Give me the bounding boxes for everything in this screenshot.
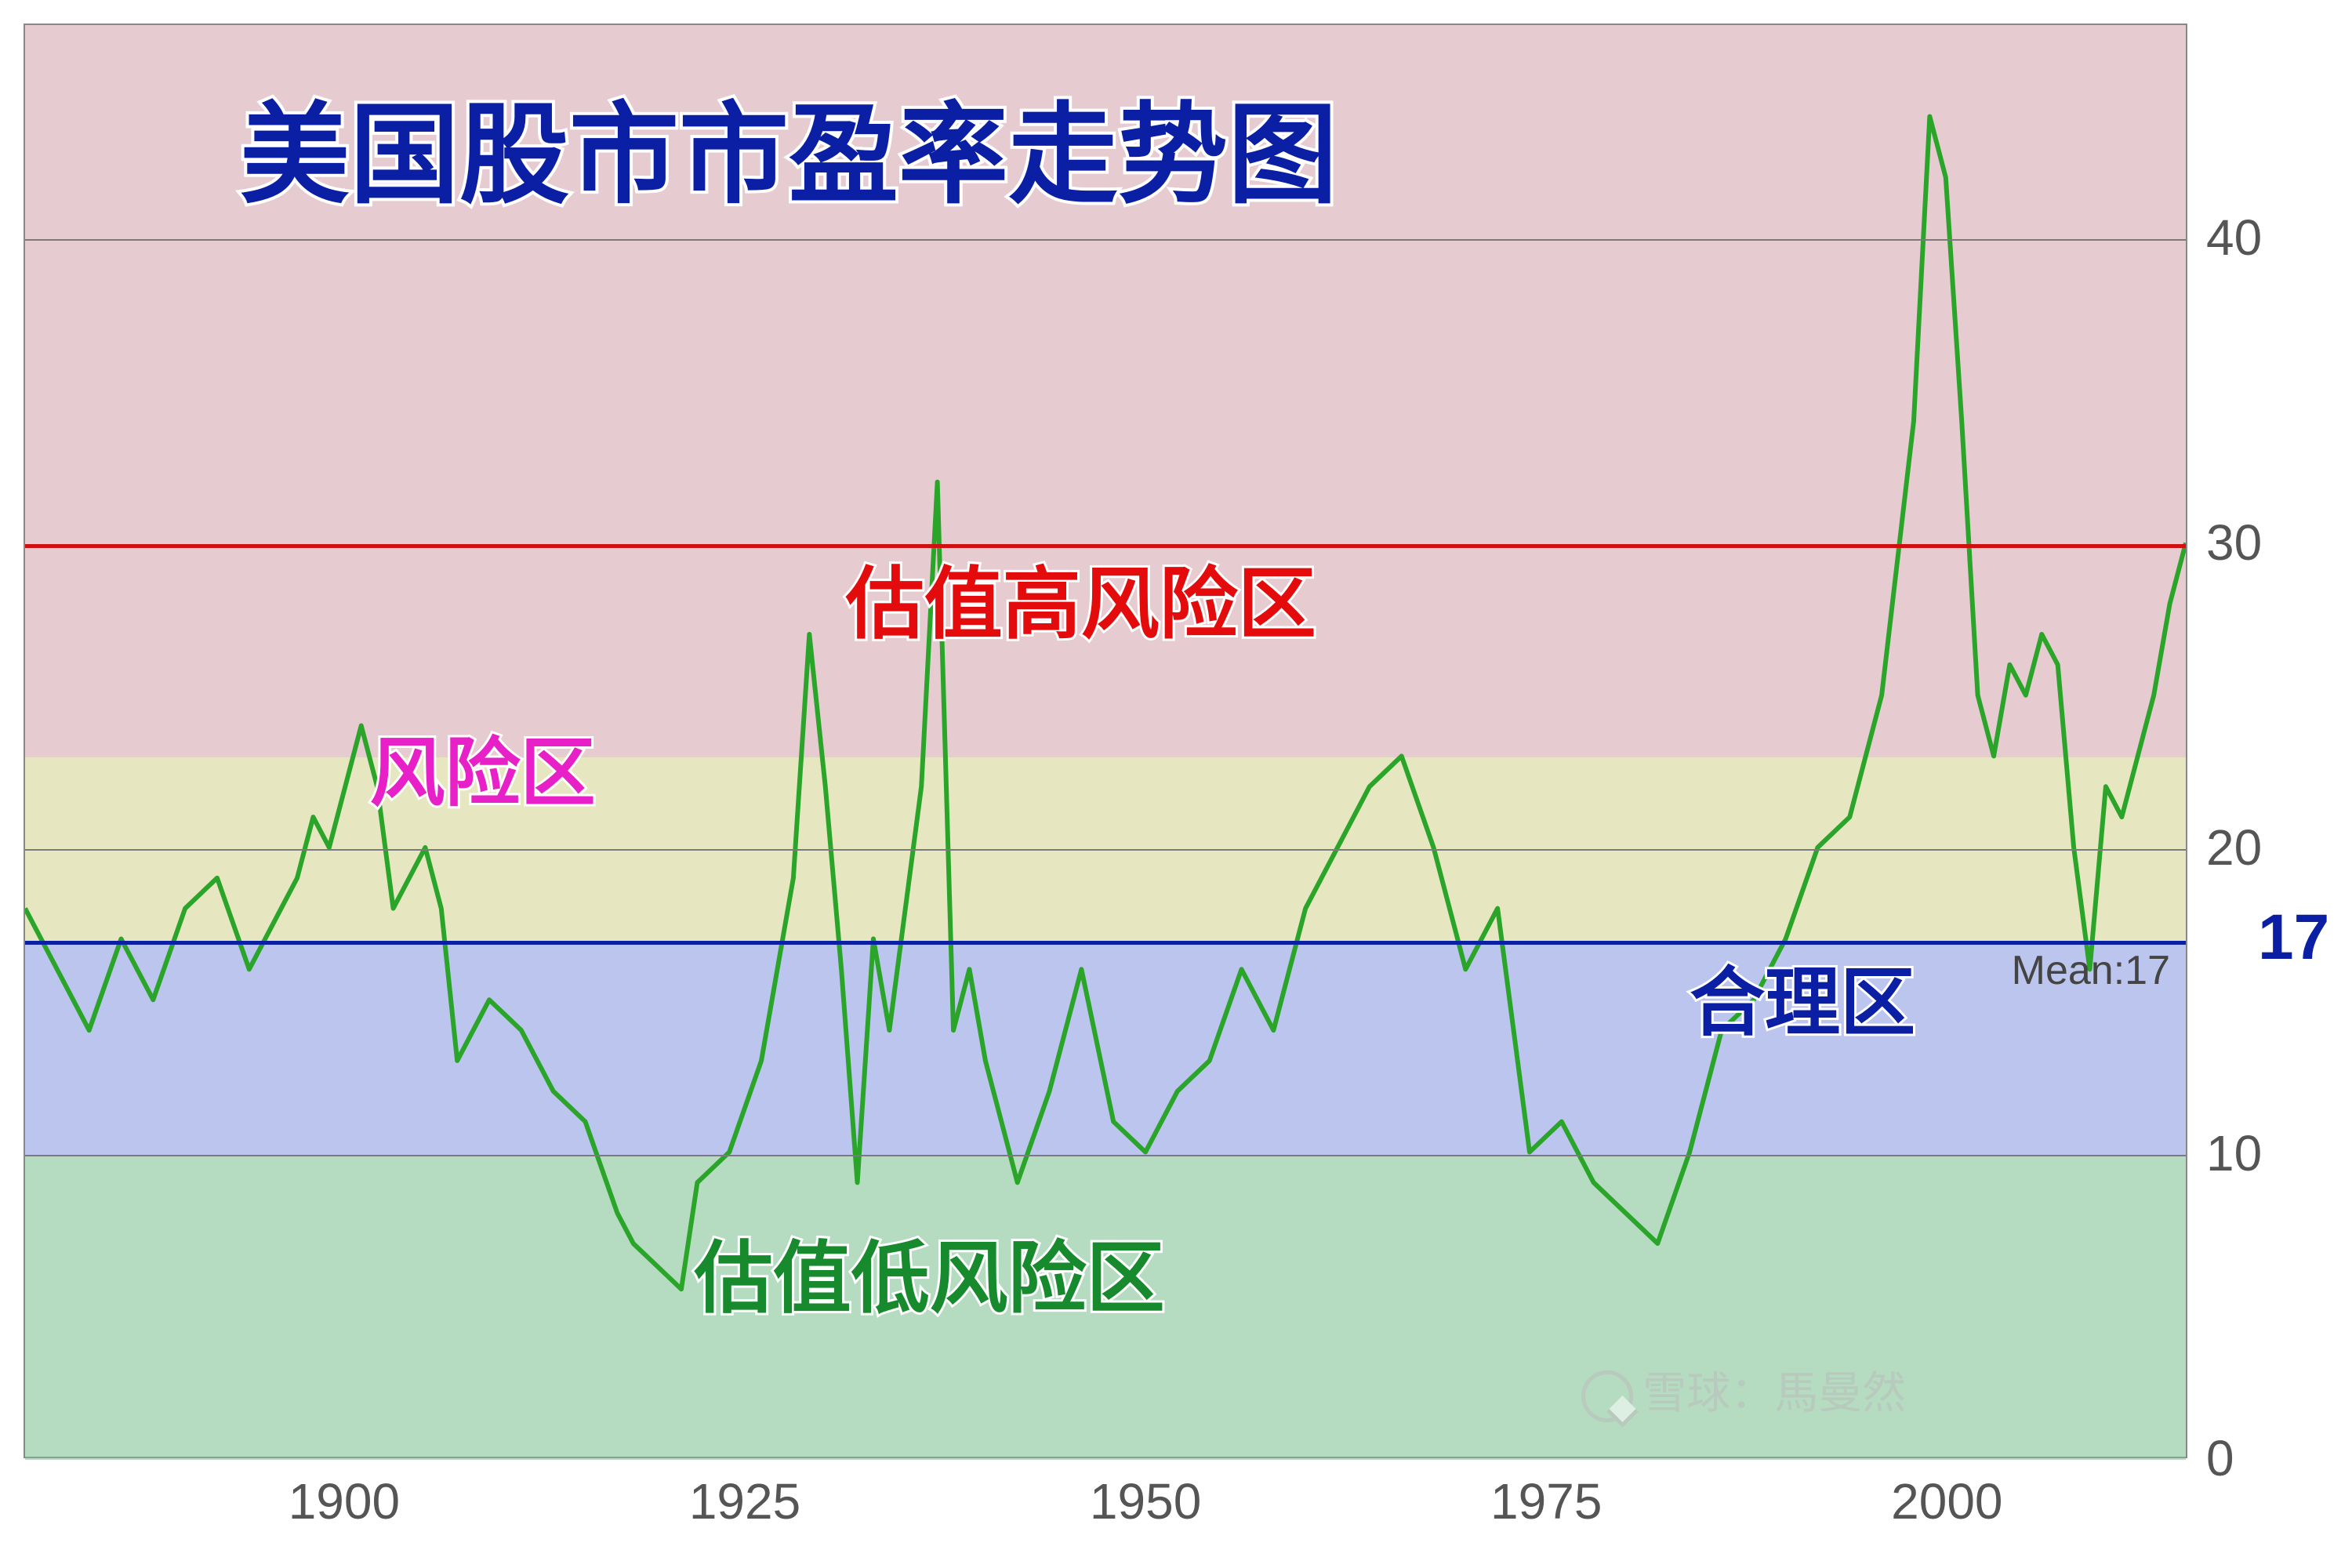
x-tick-1900: 1900 xyxy=(289,1472,400,1530)
watermark-text: 雪球：馬曼然 xyxy=(1642,1368,1906,1417)
y-tick-40: 40 xyxy=(2206,209,2262,267)
watermark: 雪球：馬曼然 xyxy=(1581,1358,1906,1422)
x-tick-1975: 1975 xyxy=(1490,1472,1602,1530)
pe-line xyxy=(25,117,2186,1290)
annotation-1: 风险区 xyxy=(370,712,596,821)
chart-title: 美国股市市盈率走势图 xyxy=(240,67,1338,225)
y-tick-20: 20 xyxy=(2206,818,2262,877)
mean-label: Mean:17 xyxy=(2012,947,2170,994)
x-tick-2000: 2000 xyxy=(1891,1472,2002,1530)
x-tick-1950: 1950 xyxy=(1090,1472,1201,1530)
y-tick-0: 0 xyxy=(2206,1429,2234,1487)
pe-ratio-chart: Mean:17 17 0 10 20 30 40 1900 1925 1950 1975 2000 美… xyxy=(0,0,2352,1568)
mean-value-outside: 17 xyxy=(2258,901,2329,975)
gridline-y-40 xyxy=(25,239,2186,241)
y-tick-10: 10 xyxy=(2206,1124,2262,1182)
gridline-y-20 xyxy=(25,849,2186,851)
watermark-icon xyxy=(1581,1370,1633,1422)
x-tick-1925: 1925 xyxy=(689,1472,800,1530)
gridline-y-10 xyxy=(25,1155,2186,1156)
annotation-3: 估值低风险区 xyxy=(695,1214,1165,1328)
annotation-0: 估值高风险区 xyxy=(846,540,1316,654)
y-tick-30: 30 xyxy=(2206,514,2262,572)
annotation-2: 合理区 xyxy=(1690,942,1915,1051)
